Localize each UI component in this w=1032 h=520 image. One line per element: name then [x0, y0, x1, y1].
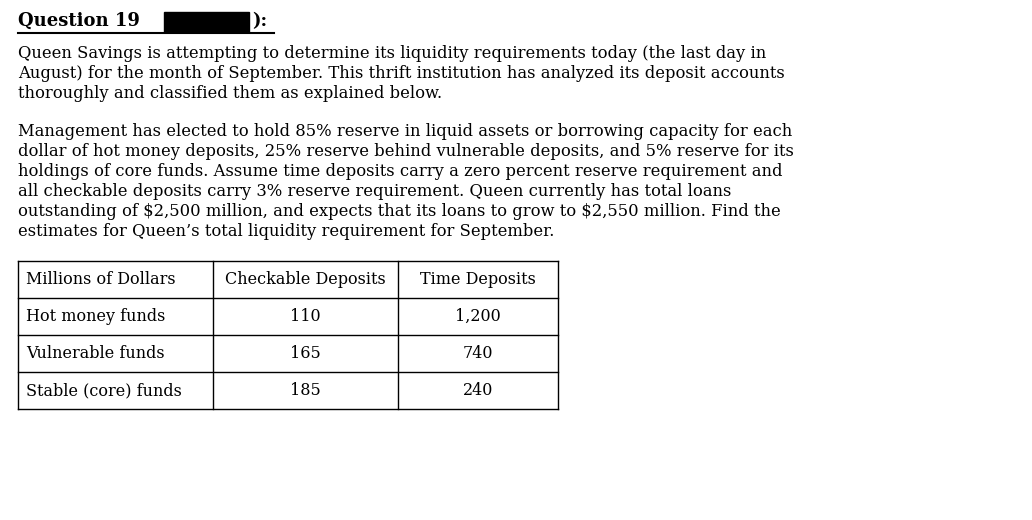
- Text: outstanding of \$2,500 million, and expects that its loans to grow to \$2,550 mi: outstanding of \$2,500 million, and expe…: [18, 203, 781, 220]
- Text: 110: 110: [290, 308, 321, 325]
- Text: 185: 185: [290, 382, 321, 399]
- Text: Question 19: Question 19: [18, 12, 140, 30]
- Text: Queen Savings is attempting to determine its liquidity requirements today (the l: Queen Savings is attempting to determine…: [18, 45, 766, 62]
- Text: Millions of Dollars: Millions of Dollars: [26, 271, 175, 288]
- Text: Management has elected to hold 85% reserve in liquid assets or borrowing capacit: Management has elected to hold 85% reser…: [18, 123, 793, 140]
- Text: 1,200: 1,200: [455, 308, 501, 325]
- Text: 165: 165: [290, 345, 321, 362]
- Text: 240: 240: [462, 382, 493, 399]
- Text: Hot money funds: Hot money funds: [26, 308, 165, 325]
- Bar: [164, 12, 249, 32]
- Text: August) for the month of September. This thrift institution has analyzed its dep: August) for the month of September. This…: [18, 65, 784, 82]
- Text: 740: 740: [462, 345, 493, 362]
- Text: dollar of hot money deposits, 25% reserve behind vulnerable deposits, and 5% res: dollar of hot money deposits, 25% reserv…: [18, 143, 794, 160]
- Text: Stable (core) funds: Stable (core) funds: [26, 382, 182, 399]
- Text: all checkable deposits carry 3% reserve requirement. Queen currently has total l: all checkable deposits carry 3% reserve …: [18, 183, 732, 200]
- Text: thoroughly and classified them as explained below.: thoroughly and classified them as explai…: [18, 85, 442, 102]
- Text: Checkable Deposits: Checkable Deposits: [225, 271, 386, 288]
- Text: ):: ):: [252, 12, 267, 30]
- Text: Time Deposits: Time Deposits: [420, 271, 536, 288]
- Text: Vulnerable funds: Vulnerable funds: [26, 345, 165, 362]
- Text: holdings of core funds. Assume time deposits carry a zero percent reserve requir: holdings of core funds. Assume time depo…: [18, 163, 782, 180]
- Text: estimates for Queen’s total liquidity requirement for September.: estimates for Queen’s total liquidity re…: [18, 223, 554, 240]
